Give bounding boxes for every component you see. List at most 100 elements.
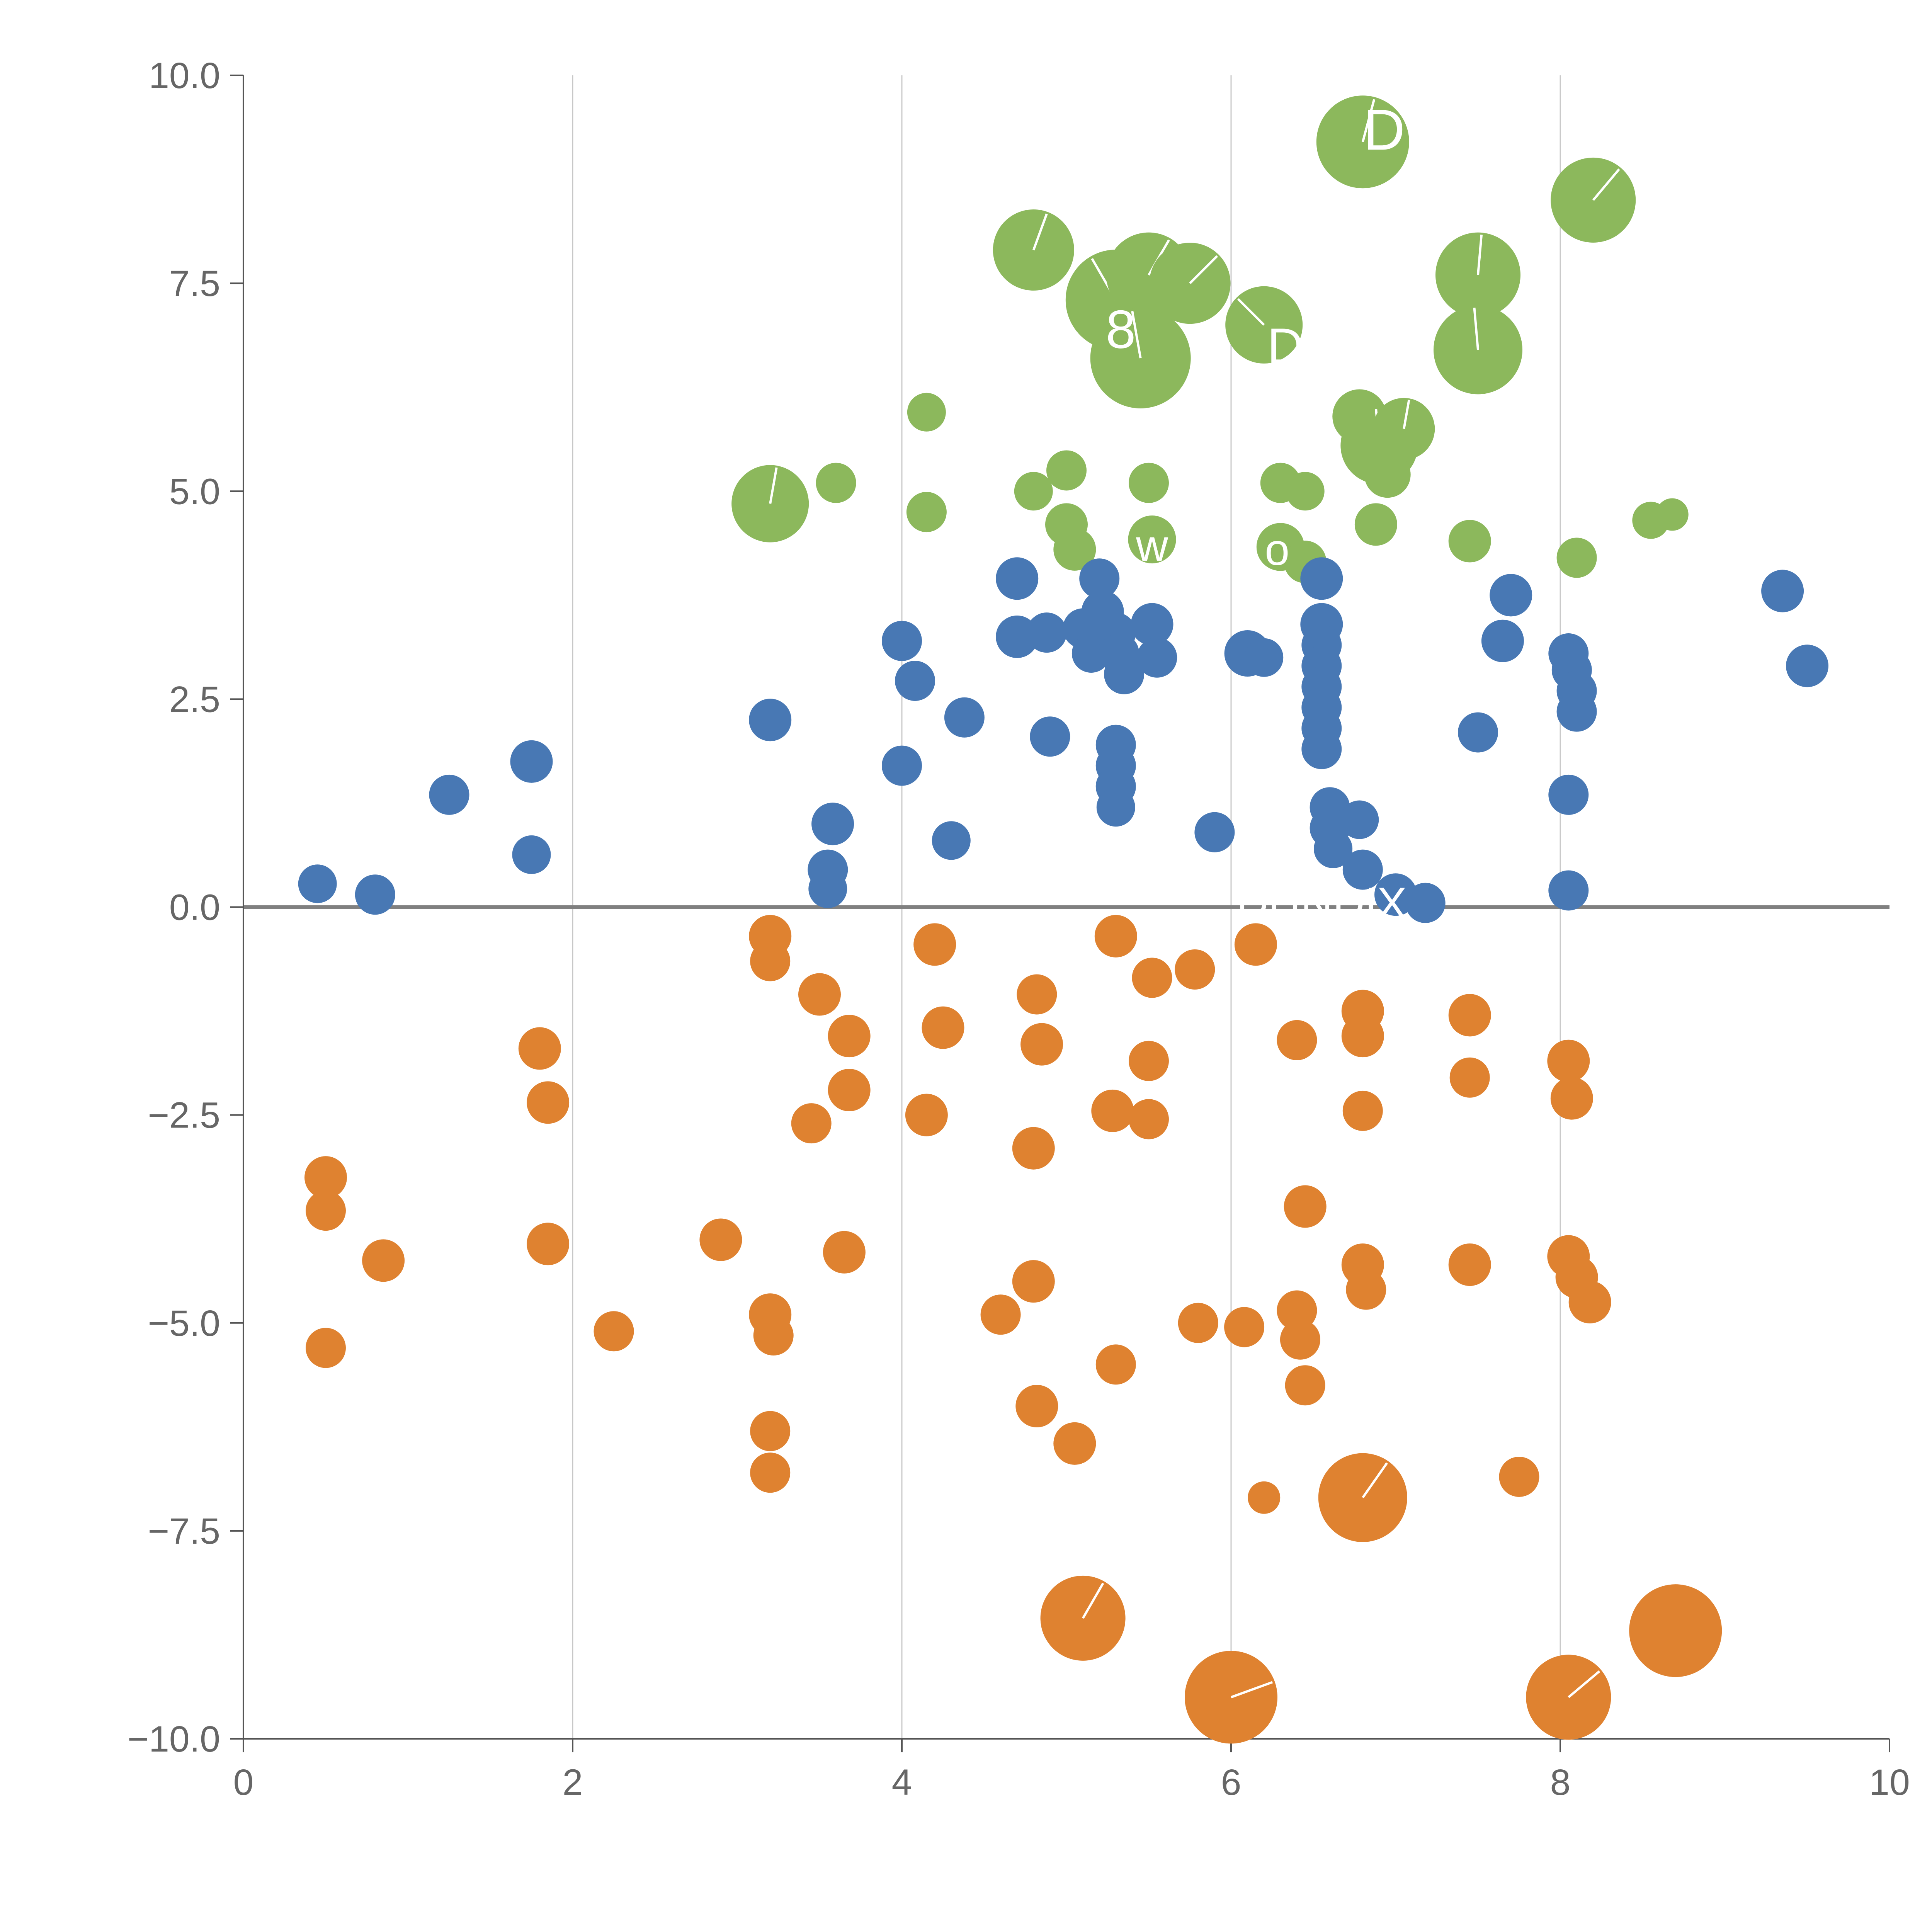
orange-cluster-point[interactable] [798, 973, 841, 1016]
blue-cluster-point[interactable] [1405, 883, 1446, 923]
blue-cluster-point[interactable] [1194, 812, 1235, 852]
orange-cluster-point[interactable] [1449, 1057, 1490, 1098]
orange-cluster-point[interactable] [1091, 1089, 1134, 1132]
orange-cluster-point[interactable] [1277, 1290, 1317, 1331]
orange-cluster-point[interactable] [1234, 923, 1277, 966]
blue-cluster-point[interactable] [808, 869, 847, 908]
blue-cluster-point[interactable] [1786, 645, 1828, 687]
orange-cluster-point[interactable] [1012, 1127, 1055, 1170]
orange-cluster-point[interactable] [362, 1239, 405, 1282]
orange-cluster-point[interactable] [527, 1223, 570, 1265]
blue-cluster-point[interactable] [1556, 691, 1597, 732]
orange-cluster-point[interactable] [1547, 1039, 1590, 1082]
blue-cluster-point[interactable] [882, 621, 922, 661]
orange-cluster-point[interactable] [1346, 1269, 1386, 1310]
blue-cluster-point[interactable] [749, 699, 792, 742]
orange-cluster-point[interactable] [750, 941, 791, 981]
blue-cluster-point[interactable] [1340, 800, 1379, 839]
orange-cluster-point[interactable] [753, 1315, 794, 1356]
orange-cluster-point[interactable] [1499, 1456, 1539, 1497]
blue-cluster-point[interactable] [996, 557, 1039, 600]
blue-cluster-point[interactable] [1548, 870, 1589, 911]
orange-cluster-point[interactable] [594, 1311, 634, 1352]
orange-cluster-point[interactable] [1012, 1260, 1055, 1303]
orange-cluster-point[interactable] [823, 1231, 866, 1274]
orange-cluster-point[interactable] [922, 1006, 964, 1049]
blue-cluster-point[interactable] [1458, 712, 1498, 753]
blue-cluster-point[interactable] [1026, 612, 1067, 653]
green-cluster-point[interactable] [1364, 451, 1411, 498]
orange-cluster-point[interactable] [699, 1218, 742, 1261]
orange-cluster-point[interactable] [304, 1156, 347, 1199]
green-cluster-point[interactable] [1556, 537, 1597, 578]
blue-cluster-point[interactable] [429, 774, 469, 815]
orange-cluster-point[interactable] [1178, 1303, 1218, 1343]
orange-cluster-point[interactable] [1550, 1077, 1593, 1120]
orange-cluster-point[interactable] [1284, 1185, 1327, 1228]
orange-cluster-point[interactable] [527, 1081, 570, 1124]
blue-cluster-point[interactable] [932, 821, 971, 860]
blue-cluster-point[interactable] [1481, 619, 1524, 662]
orange-cluster-point[interactable] [905, 1094, 948, 1136]
orange-cluster-point[interactable] [1017, 974, 1057, 1015]
blue-cluster-point[interactable] [882, 745, 922, 786]
blue-cluster-point[interactable] [1490, 574, 1532, 617]
orange-cluster-point[interactable] [1341, 1015, 1384, 1058]
orange-cluster-point[interactable] [1448, 994, 1491, 1037]
orange-cluster-point[interactable] [1129, 1041, 1169, 1081]
orange-cluster-point[interactable] [1448, 1243, 1491, 1286]
green-cluster-point[interactable] [1656, 498, 1689, 531]
blue-cluster-point[interactable] [510, 740, 553, 783]
orange-cluster-point[interactable] [1132, 957, 1172, 998]
orange-cluster-point[interactable] [1053, 1422, 1096, 1465]
green-cluster-point[interactable] [1286, 472, 1325, 511]
orange-cluster-point[interactable] [1280, 1319, 1320, 1360]
green-cluster-point[interactable] [1354, 503, 1397, 546]
orange-cluster-point[interactable] [1129, 1099, 1169, 1139]
orange-cluster-point[interactable] [1629, 1584, 1722, 1677]
orange-cluster-point[interactable] [913, 923, 956, 966]
blue-cluster-point[interactable] [1300, 557, 1343, 600]
blue-cluster-point[interactable] [944, 697, 985, 738]
orange-cluster-point[interactable] [1224, 1307, 1265, 1347]
orange-cluster-point[interactable] [306, 1190, 346, 1231]
blue-cluster-point[interactable] [895, 661, 935, 701]
orange-cluster-point[interactable] [1094, 915, 1137, 957]
blue-cluster-point[interactable] [1131, 603, 1173, 646]
orange-cluster-point[interactable] [306, 1328, 346, 1368]
blue-cluster-point[interactable] [1301, 729, 1342, 769]
blue-cluster-point[interactable] [1548, 774, 1589, 815]
green-cluster-point[interactable] [1448, 520, 1491, 563]
orange-cluster-point[interactable] [1342, 1090, 1383, 1131]
blue-cluster-point[interactable] [811, 803, 854, 845]
green-cluster-point[interactable] [907, 393, 946, 432]
orange-cluster-point[interactable] [1020, 1023, 1063, 1066]
orange-cluster-point[interactable] [1277, 1020, 1317, 1060]
orange-cluster-point[interactable] [1568, 1281, 1611, 1323]
blue-cluster-point[interactable] [1096, 788, 1135, 827]
blue-cluster-point[interactable] [355, 874, 395, 915]
green-cluster-point[interactable] [906, 492, 947, 532]
green-cluster-point[interactable] [1053, 528, 1096, 571]
orange-cluster-point[interactable] [750, 1452, 791, 1493]
blue-cluster-point[interactable] [1104, 654, 1145, 694]
blue-cluster-point[interactable] [1030, 716, 1070, 757]
orange-cluster-point[interactable] [980, 1294, 1021, 1335]
blue-cluster-point[interactable] [1314, 829, 1353, 868]
orange-cluster-point[interactable] [1015, 1385, 1058, 1427]
orange-cluster-point[interactable] [791, 1103, 832, 1144]
green-cluster-point[interactable] [1046, 450, 1087, 491]
blue-cluster-point[interactable] [298, 864, 337, 903]
blue-cluster-point[interactable] [1245, 638, 1284, 677]
orange-cluster-point[interactable] [1526, 1655, 1611, 1740]
blue-cluster-point[interactable] [1137, 637, 1177, 678]
orange-cluster-point[interactable] [828, 1015, 871, 1058]
blue-cluster-point[interactable] [512, 835, 551, 874]
green-cluster-point[interactable] [816, 463, 856, 503]
green-cluster-point[interactable] [1129, 463, 1169, 503]
orange-cluster-point[interactable] [518, 1027, 561, 1070]
orange-cluster-point[interactable] [750, 1411, 791, 1451]
orange-cluster-point[interactable] [828, 1069, 871, 1112]
orange-cluster-point[interactable] [1095, 1344, 1136, 1385]
blue-cluster-point[interactable] [1079, 558, 1120, 599]
